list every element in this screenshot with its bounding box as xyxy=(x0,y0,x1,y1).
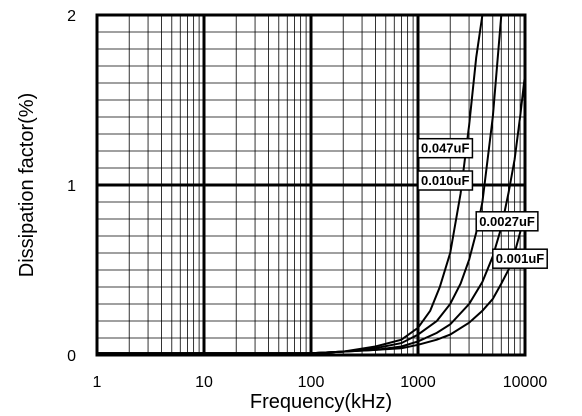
x-tick-label: 100 xyxy=(298,374,325,391)
y-axis-title: Dissipation factor(%) xyxy=(16,93,38,278)
plot-area-frame xyxy=(95,13,527,357)
y-tick-labels: 0 1 2 xyxy=(67,8,76,365)
x-tick-label: 1 xyxy=(93,374,102,391)
x-tick-label: 1000 xyxy=(400,374,436,391)
y-tick-label: 1 xyxy=(67,178,76,195)
series-label-3: 0.001uF xyxy=(492,248,548,269)
x-tick-labels: 1 10 100 1000 10000 xyxy=(93,374,548,391)
series-line-3 xyxy=(97,211,525,355)
series-label-text: 0.010uF xyxy=(421,173,469,188)
series-label-2: 0.0027uF xyxy=(475,211,539,232)
x-tick-label: 10 xyxy=(195,374,213,391)
series-labels: 0.047uF 0.010uF 0.0027uF 0.001uF xyxy=(417,137,548,269)
x-tick-label: 10000 xyxy=(503,374,548,391)
y-tick-label: 2 xyxy=(67,8,76,25)
series-label-text: 0.0027uF xyxy=(479,214,535,229)
y-tick-label: 0 xyxy=(67,348,76,365)
series-label-text: 0.047uF xyxy=(421,141,469,156)
series-label-text: 0.001uF xyxy=(496,251,544,266)
series-label-1: 0.010uF xyxy=(417,170,474,191)
series-label-0: 0.047uF xyxy=(417,137,474,159)
x-axis-title: Frequency(kHz) xyxy=(250,391,392,413)
